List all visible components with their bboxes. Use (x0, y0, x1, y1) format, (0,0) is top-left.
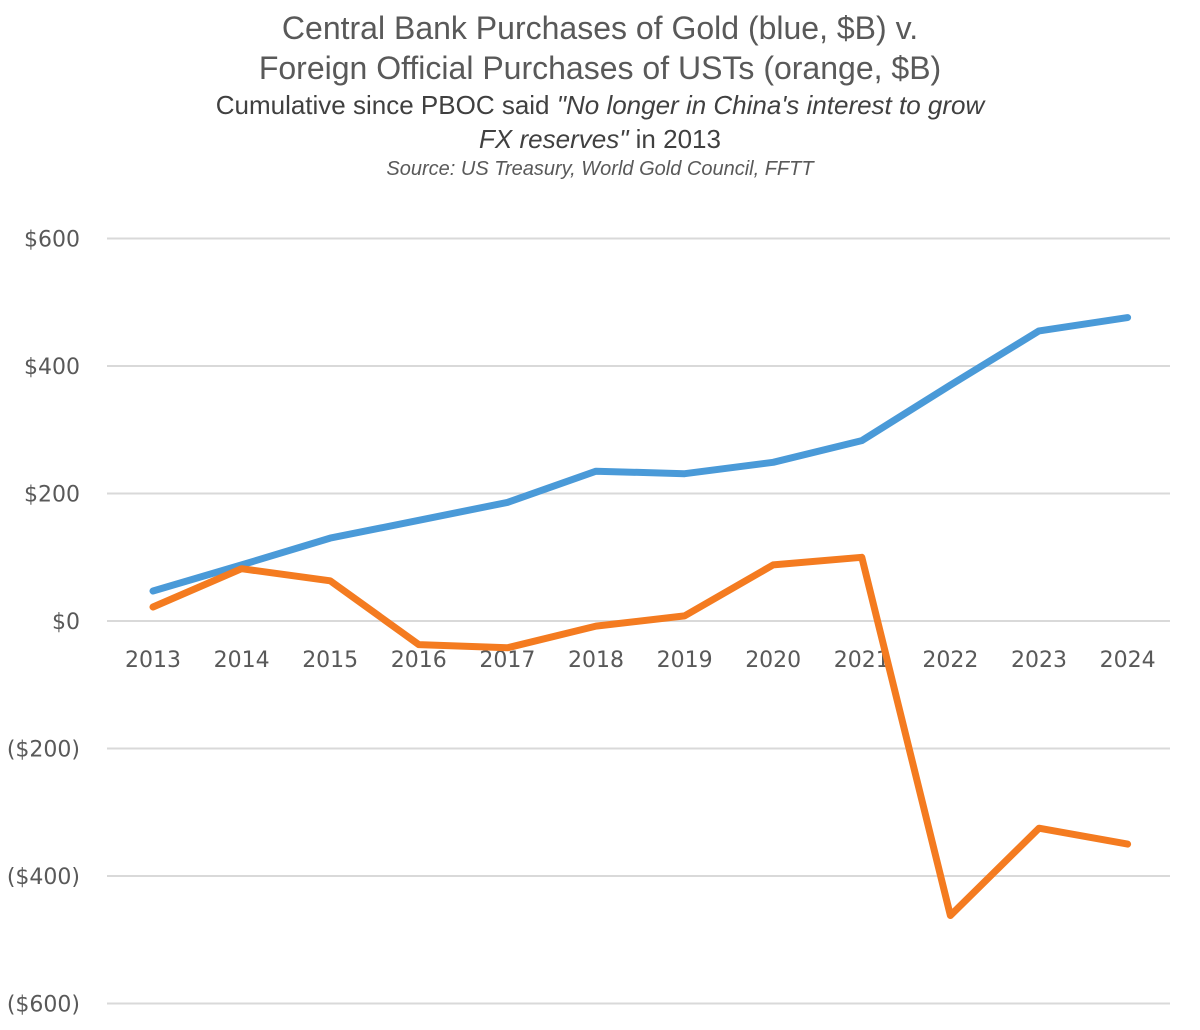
y-tick-label: ($600) (7, 993, 80, 1018)
y-tick-label: $600 (24, 228, 80, 253)
x-axis-ticks: 2013 2014 2015 2016 2017 2018 2019 2020 2021 2022… (125, 648, 1156, 673)
subtitle-quote-line1: "No longer in China's interest to grow (556, 90, 985, 120)
chart-titles: Central Bank Purchases of Gold (blue, $B… (0, 8, 1200, 182)
x-tick-label: 2015 (302, 648, 358, 673)
x-tick-label: 2020 (745, 648, 801, 673)
chart-subtitle-line2: FX reserves" in 2013 (0, 122, 1200, 156)
chart-title-line2: Foreign Official Purchases of USTs (oran… (258, 50, 942, 86)
ust-series-line (149, 553, 1132, 919)
series-lines (149, 314, 1132, 919)
subtitle-part1: Cumulative since PBOC said (215, 90, 557, 120)
chart-title: Central Bank Purchases of Gold (blue, $B… (281, 10, 919, 46)
x-tick-label: 2013 (125, 648, 181, 673)
x-tick-label: 2017 (479, 648, 535, 673)
y-tick-label: $0 (52, 610, 80, 635)
subtitle-part2: in 2013 (628, 124, 721, 154)
y-tick-label: $400 (24, 355, 80, 380)
x-tick-label: 2019 (657, 648, 713, 673)
x-tick-label: 2023 (1011, 648, 1067, 673)
y-tick-label: $200 (24, 483, 80, 508)
subtitle-quote-line2: FX reserves" (479, 124, 629, 154)
chart-subtitle-line1: Cumulative since PBOC said "No longer in… (0, 88, 1200, 122)
chart-source: Source: US Treasury, World Gold Council,… (386, 158, 814, 180)
y-tick-label: ($200) (7, 738, 80, 763)
x-tick-label: 2016 (391, 648, 447, 673)
y-tick-label: ($400) (7, 865, 80, 890)
x-tick-label: 2024 (1100, 648, 1156, 673)
x-tick-label: 2021 (834, 648, 890, 673)
x-tick-label: 2018 (568, 648, 624, 673)
x-tick-label: 2022 (922, 648, 978, 673)
y-axis-ticks: $600 $400 $200 $0 ($200) ($400) ($600) (7, 228, 80, 1018)
gold-series-line (149, 314, 1132, 595)
x-tick-label: 2014 (214, 648, 270, 673)
